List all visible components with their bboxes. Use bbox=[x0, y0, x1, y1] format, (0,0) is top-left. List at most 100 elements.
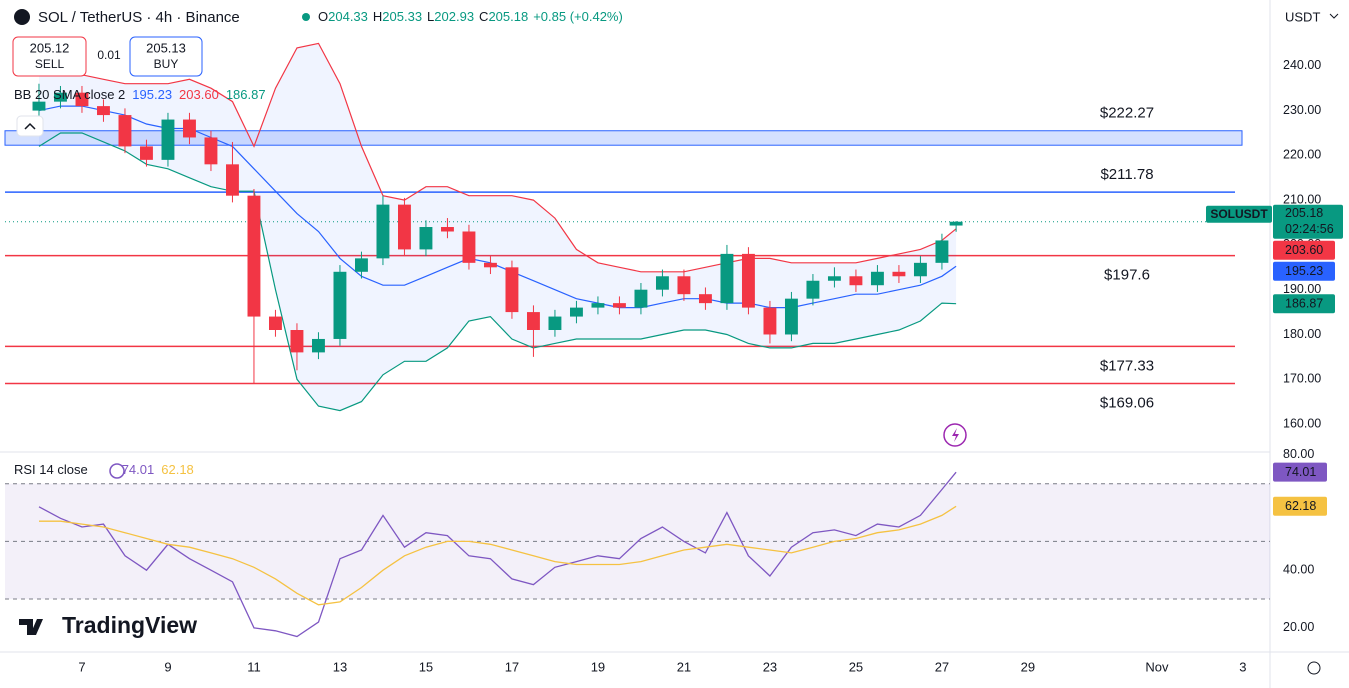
rsi-tag-value: 74.01 bbox=[1285, 465, 1316, 479]
collapse-button[interactable] bbox=[16, 115, 44, 137]
candle-body bbox=[612, 303, 626, 308]
x-tick-label: 3 bbox=[1239, 659, 1246, 674]
rsi-legend: RSI 14 close 74.01 62.18 bbox=[14, 462, 194, 477]
x-tick-label: 25 bbox=[849, 659, 863, 674]
rsi-tick-label: 80.00 bbox=[1283, 447, 1314, 461]
candle-body bbox=[569, 307, 583, 317]
candle-body bbox=[333, 271, 347, 339]
candle-body bbox=[247, 195, 261, 317]
bb-legend-value: 203.60 bbox=[179, 87, 219, 102]
alert-icon[interactable] bbox=[943, 423, 967, 447]
o-label: O bbox=[318, 9, 328, 24]
level-label: $177.33 bbox=[1100, 357, 1154, 374]
candle-body bbox=[118, 115, 132, 147]
bb-tag-value: 195.23 bbox=[1285, 264, 1323, 278]
buy-box bbox=[129, 36, 203, 77]
candle-body bbox=[140, 146, 153, 160]
level-zone bbox=[4, 130, 1243, 146]
candle-body bbox=[591, 303, 605, 308]
bb-legend-value: 186.87 bbox=[226, 87, 266, 102]
sell-button[interactable]: 205.12 SELL bbox=[12, 36, 87, 77]
x-tick-label: 23 bbox=[763, 659, 777, 674]
candle-body bbox=[763, 307, 777, 335]
bb-line bbox=[39, 42, 957, 273]
y-tick-label: 210.00 bbox=[1283, 192, 1321, 206]
x-tick-label: 29 bbox=[1021, 659, 1035, 674]
o-value: 204.33 bbox=[328, 9, 368, 24]
c-value: 205.18 bbox=[488, 9, 528, 24]
bb-label: BB 20 SMA close 2 bbox=[14, 87, 125, 102]
x-tick-label: 15 bbox=[419, 659, 433, 674]
y-tick-label: 160.00 bbox=[1283, 416, 1321, 430]
l-value: 202.93 bbox=[434, 9, 474, 24]
candle-body bbox=[32, 101, 46, 111]
l-label: L bbox=[427, 9, 434, 24]
candle-body bbox=[784, 298, 798, 335]
settings-icon[interactable] bbox=[1307, 661, 1321, 675]
price-tag bbox=[1273, 204, 1343, 239]
rsi-line bbox=[38, 471, 957, 638]
candle-body bbox=[398, 204, 411, 250]
rsi-tag bbox=[1273, 462, 1327, 482]
bb-line bbox=[38, 132, 957, 412]
rsi-line bbox=[39, 505, 957, 606]
symbol-tag-label: SOLUSDT bbox=[1210, 207, 1268, 221]
candle-body bbox=[269, 316, 282, 330]
currency[interactable]: USDT bbox=[1285, 9, 1320, 24]
candle-body bbox=[419, 227, 433, 250]
x-tick-label: 17 bbox=[505, 659, 519, 674]
level-label: $169.06 bbox=[1100, 394, 1154, 411]
candle-body bbox=[698, 294, 712, 304]
candle-body bbox=[913, 262, 927, 277]
candle-body bbox=[54, 92, 67, 102]
level-label: $197.6 bbox=[1104, 267, 1150, 284]
y-tick-label: 230.00 bbox=[1283, 103, 1321, 117]
rsi-tag-value: 62.18 bbox=[1285, 499, 1316, 513]
spread: 0.01 bbox=[97, 48, 121, 62]
candle-body bbox=[870, 271, 884, 286]
bb-tag bbox=[1273, 240, 1335, 260]
candle-body bbox=[655, 276, 669, 290]
candle-body bbox=[548, 316, 562, 330]
candle-body bbox=[290, 330, 304, 353]
collapse-icon bbox=[24, 122, 36, 130]
rsi-legend-value: 74.01 bbox=[122, 462, 155, 477]
x-tick-label: Nov bbox=[1145, 659, 1169, 674]
alert-bolt bbox=[952, 428, 959, 442]
x-tick-label: 11 bbox=[247, 659, 261, 674]
y-tick-label: 220.00 bbox=[1283, 148, 1321, 162]
candle-body bbox=[161, 119, 175, 160]
market-status bbox=[302, 13, 310, 21]
rsi-label: RSI 14 close bbox=[14, 462, 88, 477]
y-tick-label: 170.00 bbox=[1283, 372, 1321, 386]
rsi-settings-icon bbox=[109, 463, 125, 479]
buy-price: 205.13 bbox=[146, 40, 186, 55]
level-label: $211.78 bbox=[1100, 166, 1153, 183]
candle-body bbox=[526, 312, 540, 330]
candle-body bbox=[75, 92, 89, 107]
buy-button[interactable]: 205.13 BUY bbox=[129, 36, 203, 77]
price-countdown: 02:24:56 bbox=[1285, 222, 1334, 236]
rsi-tick-label: 20.00 bbox=[1283, 620, 1314, 634]
c-label: C bbox=[479, 9, 488, 24]
x-tick-label: 13 bbox=[333, 659, 347, 674]
candle-body bbox=[720, 253, 734, 304]
candle-body bbox=[226, 164, 239, 196]
candle-body bbox=[634, 289, 648, 308]
candle-body bbox=[806, 280, 820, 299]
candle-body bbox=[849, 276, 863, 286]
candle-body bbox=[183, 119, 196, 138]
sell-label: SELL bbox=[35, 57, 65, 71]
symbol-icon bbox=[14, 9, 30, 25]
currency-caret bbox=[1329, 13, 1339, 19]
x-tick-label: 27 bbox=[935, 659, 949, 674]
bb-tag bbox=[1273, 294, 1335, 314]
logo-text: TradingView bbox=[62, 612, 197, 638]
rsi-legend-value: 62.18 bbox=[161, 462, 194, 477]
candle-body bbox=[483, 262, 497, 268]
candle-body bbox=[355, 258, 368, 272]
x-tick-label: 7 bbox=[78, 659, 85, 674]
plot-area: $222.27 $211.78 $197.6 $177.33 $169.06 bbox=[4, 42, 1270, 638]
rsi-tag bbox=[1273, 496, 1327, 516]
x-tick-label: 19 bbox=[591, 659, 605, 674]
